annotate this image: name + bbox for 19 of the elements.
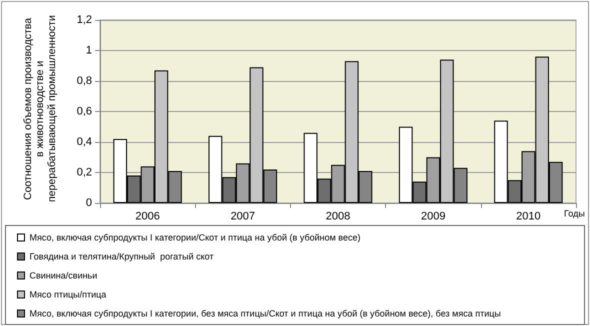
legend-label: Говядина и телятина/Крупный рогатый скот bbox=[30, 252, 214, 262]
y-tick-label: 0,8 bbox=[76, 75, 92, 87]
y-axis-title: Соотношения объемов производства в животноводстве и перерабатывающей промышленности bbox=[22, 14, 58, 204]
x-tick-label: 2006 bbox=[135, 210, 160, 222]
legend-label: Свинина/свиньи bbox=[30, 270, 98, 280]
legend-label: Мясо птицы/птица bbox=[30, 290, 106, 300]
y-tick-label: 1 bbox=[86, 44, 92, 56]
x-tick-label: 2009 bbox=[420, 210, 446, 222]
x-tick-label: 2010 bbox=[516, 210, 541, 222]
legend-label: Мясо, включая субпродукты I категории/Скот и птица на убой (в убойном весе) bbox=[30, 232, 360, 242]
x-tick-label: 2008 bbox=[326, 210, 350, 222]
y-tick-label: 0,2 bbox=[76, 166, 92, 178]
y-tick-label: 0 bbox=[86, 197, 92, 209]
legend-label: Мясо, включая субпродукты I категории, без мяса птицы/Скот и птица на убой (в убойном весе), без мяса птицы bbox=[30, 308, 501, 318]
x-axis-title: Годы bbox=[564, 208, 585, 218]
y-tick-label: 0,4 bbox=[76, 136, 92, 148]
y-tick-label: 1,2 bbox=[76, 14, 92, 26]
x-tick-label: 2007 bbox=[230, 210, 256, 222]
y-tick-label: 0,6 bbox=[76, 106, 92, 118]
